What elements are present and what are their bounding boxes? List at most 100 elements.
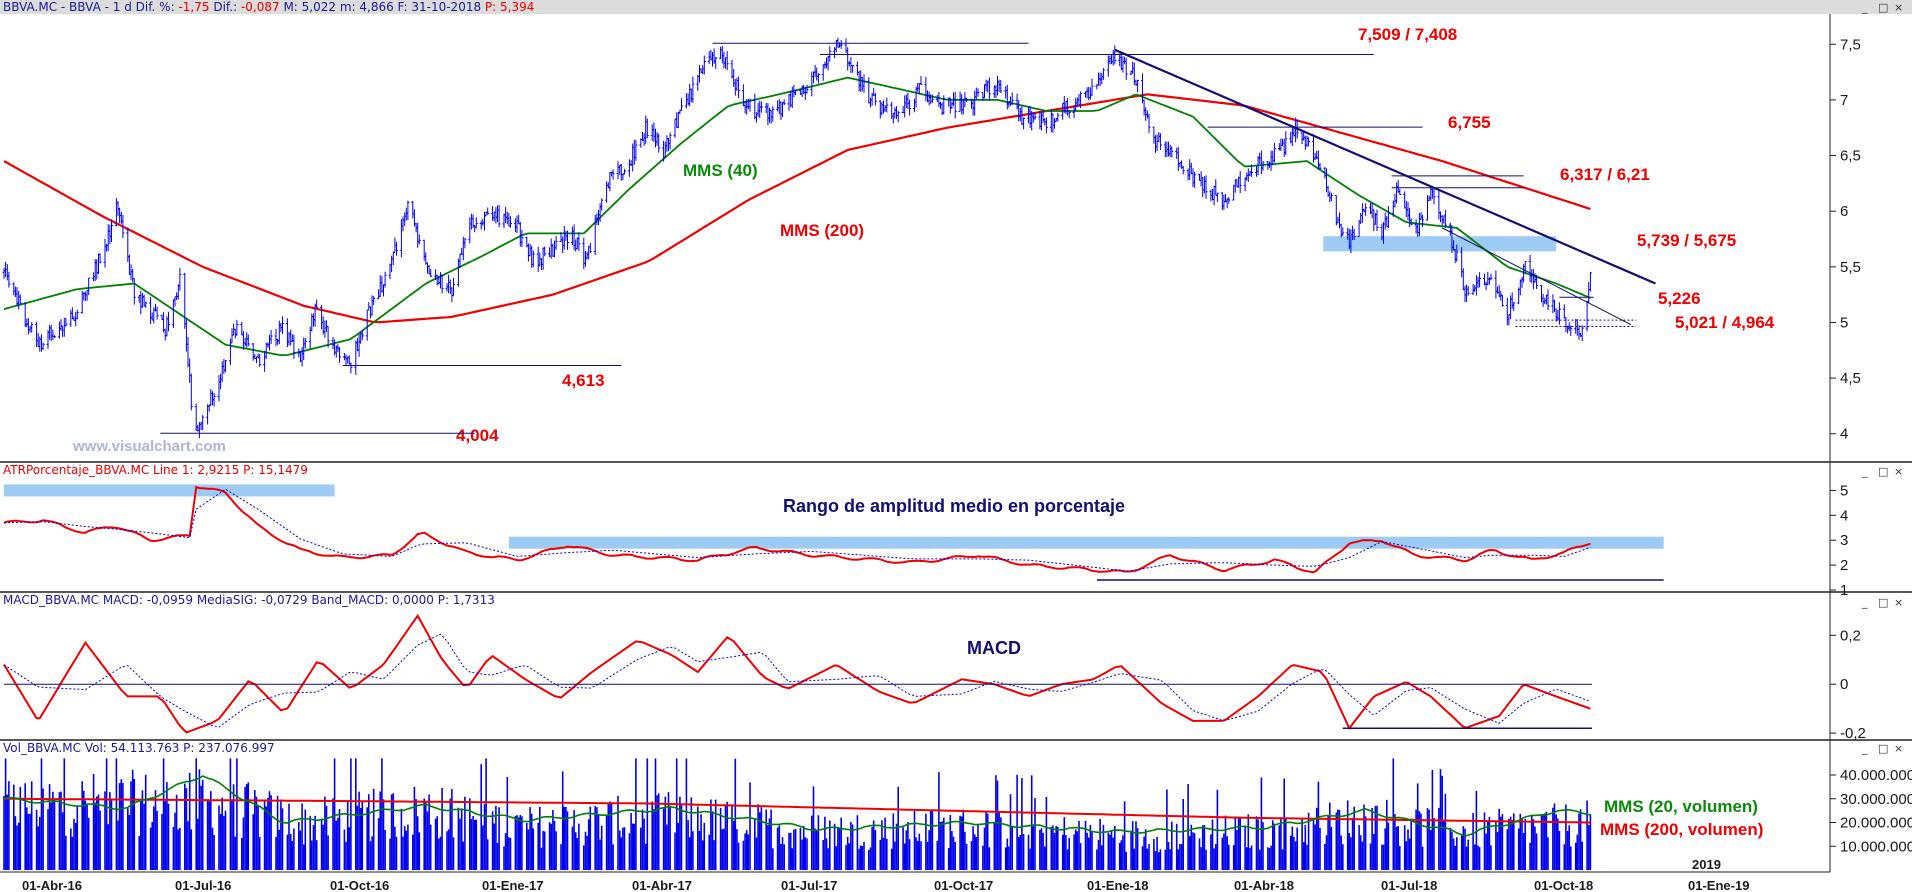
price-bar [582, 237, 586, 270]
level-label-4004: 4,004 [456, 426, 499, 445]
price-bar [75, 309, 79, 320]
price-bar [302, 337, 306, 361]
close-icon[interactable]: × [1894, 1, 1903, 14]
price-bar [1535, 274, 1539, 289]
price-bar [1300, 132, 1304, 144]
price-bar [1461, 268, 1465, 291]
price-bar [531, 250, 535, 268]
price-bar [634, 140, 638, 161]
price-bar [1339, 223, 1343, 238]
minimize-icon[interactable]: _ [1861, 742, 1868, 755]
price-bar [1074, 98, 1078, 112]
price-bar [1121, 56, 1125, 73]
price-bar [140, 293, 144, 308]
price-bar [644, 115, 648, 144]
price-bar [1118, 53, 1122, 67]
price-bar [1279, 138, 1283, 151]
maximize-icon[interactable]: □ [1878, 742, 1888, 755]
y-tick-label: -0,2 [1840, 725, 1866, 742]
price-bar [1476, 276, 1480, 288]
price-bar [30, 322, 34, 333]
price-bar [176, 284, 180, 300]
price-bar [1569, 325, 1573, 336]
price-bar [737, 76, 741, 99]
price-bar [1312, 134, 1315, 163]
price-bar [121, 215, 125, 238]
macd-window-buttons[interactable]: _ □ × [1861, 596, 1903, 609]
price-bar [1403, 191, 1407, 209]
price-bar [220, 361, 224, 383]
maximize-icon[interactable]: □ [1878, 465, 1888, 478]
price-bar [137, 295, 141, 303]
price-bar [882, 100, 885, 114]
minimize-icon[interactable]: _ [1861, 1, 1868, 14]
close-icon[interactable]: × [1894, 596, 1903, 609]
price-bar [390, 255, 394, 273]
price-bar [851, 64, 855, 73]
price-bar [805, 84, 809, 94]
price-bar [354, 340, 358, 375]
price-bar [973, 90, 977, 116]
minimize-icon[interactable]: _ [1861, 596, 1868, 609]
atr-header-text: ATRPorcentaje_BBVA.MC Line 1: 2,9215 P: … [3, 463, 308, 477]
y-tick-label: 0 [1840, 676, 1848, 693]
price-bar [211, 391, 214, 406]
price-bar [255, 356, 258, 364]
level-label-5739: 5,739 / 5,675 [1637, 231, 1736, 250]
trendline [1441, 227, 1632, 326]
maximize-icon[interactable]: □ [1878, 596, 1888, 609]
price-bar [1124, 58, 1128, 80]
price-bar [51, 329, 55, 340]
level-label-4613: 4,613 [562, 371, 605, 390]
price-bar [657, 133, 661, 153]
price-bar [17, 291, 21, 310]
minimize-icon[interactable]: _ [1861, 465, 1868, 478]
price-bar [901, 106, 905, 114]
price-bar [224, 360, 227, 373]
price-bar [139, 290, 143, 315]
price-bar [1144, 107, 1148, 121]
price-bar [1352, 229, 1356, 240]
price-bar [85, 289, 89, 301]
price-bar [1305, 135, 1309, 148]
price-bar [960, 94, 964, 115]
price-bar [632, 139, 636, 165]
price-bar [1540, 285, 1543, 303]
price-bar [566, 230, 569, 250]
price-bar [766, 103, 770, 125]
price-bar [289, 329, 293, 346]
support-zone [1323, 236, 1557, 252]
price-bar [463, 238, 467, 249]
price-window-buttons[interactable]: _ □ × [1861, 1, 1903, 14]
price-bar [1168, 144, 1172, 158]
y-tick-label: 5 [1840, 314, 1848, 331]
price-bar [1566, 326, 1570, 334]
price-bar [518, 221, 522, 247]
price-bar [383, 271, 387, 288]
price-bar [461, 236, 465, 261]
price-bar [1142, 99, 1146, 116]
maximize-icon[interactable]: □ [1878, 1, 1888, 14]
atr-window-buttons[interactable]: _ □ × [1861, 465, 1903, 478]
price-bar [149, 296, 153, 325]
close-icon[interactable]: × [1894, 465, 1903, 478]
macd-signal-line [3, 633, 1591, 728]
price-bar [406, 200, 410, 220]
price-bar [1505, 297, 1509, 326]
price-bar [131, 269, 135, 283]
atr-title: Rango de amplitud medio en porcentaje [783, 496, 1125, 516]
volume-window-buttons[interactable]: _ □ × [1861, 742, 1903, 755]
price-bar [961, 99, 965, 115]
price-bar [869, 97, 872, 108]
price-bar [308, 326, 312, 349]
atr-zone [4, 484, 335, 497]
price-bar [1357, 220, 1361, 237]
price-bar [494, 207, 498, 224]
price-bar [1465, 284, 1469, 302]
price-bar [388, 263, 392, 279]
close-icon[interactable]: × [1894, 742, 1903, 755]
price-bar [401, 216, 405, 232]
price-bar [572, 224, 576, 251]
price-bar [834, 40, 838, 53]
